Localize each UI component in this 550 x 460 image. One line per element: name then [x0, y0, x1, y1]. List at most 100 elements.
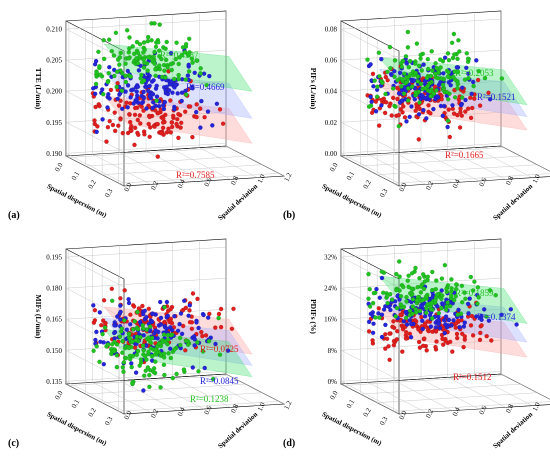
data-point-red	[135, 117, 141, 123]
grid-line	[65, 155, 125, 187]
data-point-green	[113, 30, 119, 36]
data-point-green	[126, 56, 132, 61]
data-point-red	[391, 319, 396, 324]
data-point-green	[119, 326, 124, 331]
data-point-blue	[186, 313, 191, 318]
data-point-green	[161, 362, 167, 368]
data-point-blue	[379, 275, 385, 281]
data-point-green	[476, 68, 482, 74]
data-point-green	[93, 81, 99, 87]
data-point-blue	[190, 365, 196, 370]
grid-line	[65, 350, 125, 381]
y-tick-label: 0.195	[46, 119, 62, 127]
data-point-green	[393, 314, 398, 319]
data-point-green	[130, 339, 135, 344]
data-point-blue	[107, 96, 112, 101]
data-point-green	[147, 324, 153, 329]
data-point-green	[153, 44, 159, 50]
data-point-green	[439, 305, 444, 311]
data-point-red	[163, 112, 168, 118]
data-point-red	[229, 326, 235, 332]
data-point-green	[156, 40, 161, 45]
data-point-green	[452, 69, 457, 74]
data-point-red	[160, 120, 166, 125]
y-tick-label: 16%	[324, 316, 337, 324]
data-point-blue	[379, 103, 384, 108]
data-point-blue	[151, 78, 156, 83]
data-point-green	[109, 48, 115, 54]
data-point-blue	[153, 86, 159, 91]
data-point-green	[151, 369, 156, 375]
data-point-blue	[128, 95, 133, 100]
data-point-red	[101, 298, 107, 303]
data-point-blue	[437, 325, 443, 331]
data-point-red	[394, 337, 400, 342]
data-point-green	[377, 315, 382, 320]
data-point-green	[380, 80, 385, 86]
data-point-blue	[205, 315, 211, 320]
x-tick-label: 0.1	[345, 170, 357, 182]
grid-line	[340, 59, 400, 91]
data-point-red	[194, 102, 199, 107]
data-point-green	[392, 58, 398, 63]
data-point-green	[392, 74, 397, 80]
grid-line	[65, 383, 125, 415]
data-point-blue	[192, 70, 197, 76]
data-point-green	[451, 74, 456, 80]
data-point-blue	[434, 94, 440, 99]
data-point-blue	[165, 91, 171, 97]
data-point-blue	[379, 334, 385, 340]
data-point-green	[112, 73, 117, 79]
data-point-blue	[396, 91, 402, 96]
data-point-red	[428, 111, 433, 116]
data-point-red	[400, 349, 405, 354]
data-point-blue	[464, 65, 469, 71]
z-tick-label: 0.2	[149, 407, 160, 419]
data-point-green	[424, 75, 430, 81]
data-point-green	[143, 368, 148, 373]
data-point-red	[469, 105, 475, 111]
r2-label-green: R²=0.2053	[455, 68, 494, 78]
z-tick-label: 0.8	[229, 174, 240, 186]
data-point-red	[387, 331, 392, 336]
data-point-blue	[155, 336, 160, 341]
data-point-green	[451, 31, 457, 37]
data-point-green	[429, 49, 434, 54]
data-point-blue	[379, 312, 385, 317]
data-point-blue	[167, 346, 173, 351]
grid-line	[420, 378, 480, 410]
data-point-green	[196, 369, 201, 374]
data-point-green	[445, 51, 451, 56]
data-point-blue	[431, 106, 436, 112]
data-point-blue	[441, 71, 446, 76]
data-point-blue	[439, 288, 444, 293]
data-point-green	[101, 37, 106, 43]
data-point-green	[413, 90, 418, 95]
grid-line	[145, 378, 205, 410]
data-point-green	[152, 61, 157, 66]
data-point-red	[168, 98, 173, 103]
z-axis-title: Spatial deviation	[491, 182, 534, 222]
data-point-green	[455, 85, 460, 91]
data-point-red	[459, 113, 465, 118]
y-tick-label: 8%	[328, 347, 338, 355]
data-point-red	[152, 124, 157, 129]
data-point-blue	[157, 299, 163, 305]
data-point-blue	[179, 98, 184, 104]
data-point-red	[140, 303, 145, 309]
data-point-blue	[175, 328, 181, 334]
data-point-green	[380, 290, 386, 295]
data-point-blue	[156, 103, 162, 109]
data-point-green	[165, 337, 171, 342]
data-point-red	[129, 123, 134, 129]
data-point-green	[421, 286, 427, 292]
x-axis-title: Spatial dispersion (m)	[321, 182, 384, 219]
data-point-red	[443, 338, 448, 344]
data-point-green	[97, 359, 102, 365]
data-point-green	[94, 70, 99, 75]
data-point-green	[145, 365, 151, 370]
data-point-green	[194, 58, 199, 63]
data-point-green	[134, 55, 139, 61]
data-point-green	[466, 75, 471, 81]
data-point-green	[414, 298, 420, 303]
